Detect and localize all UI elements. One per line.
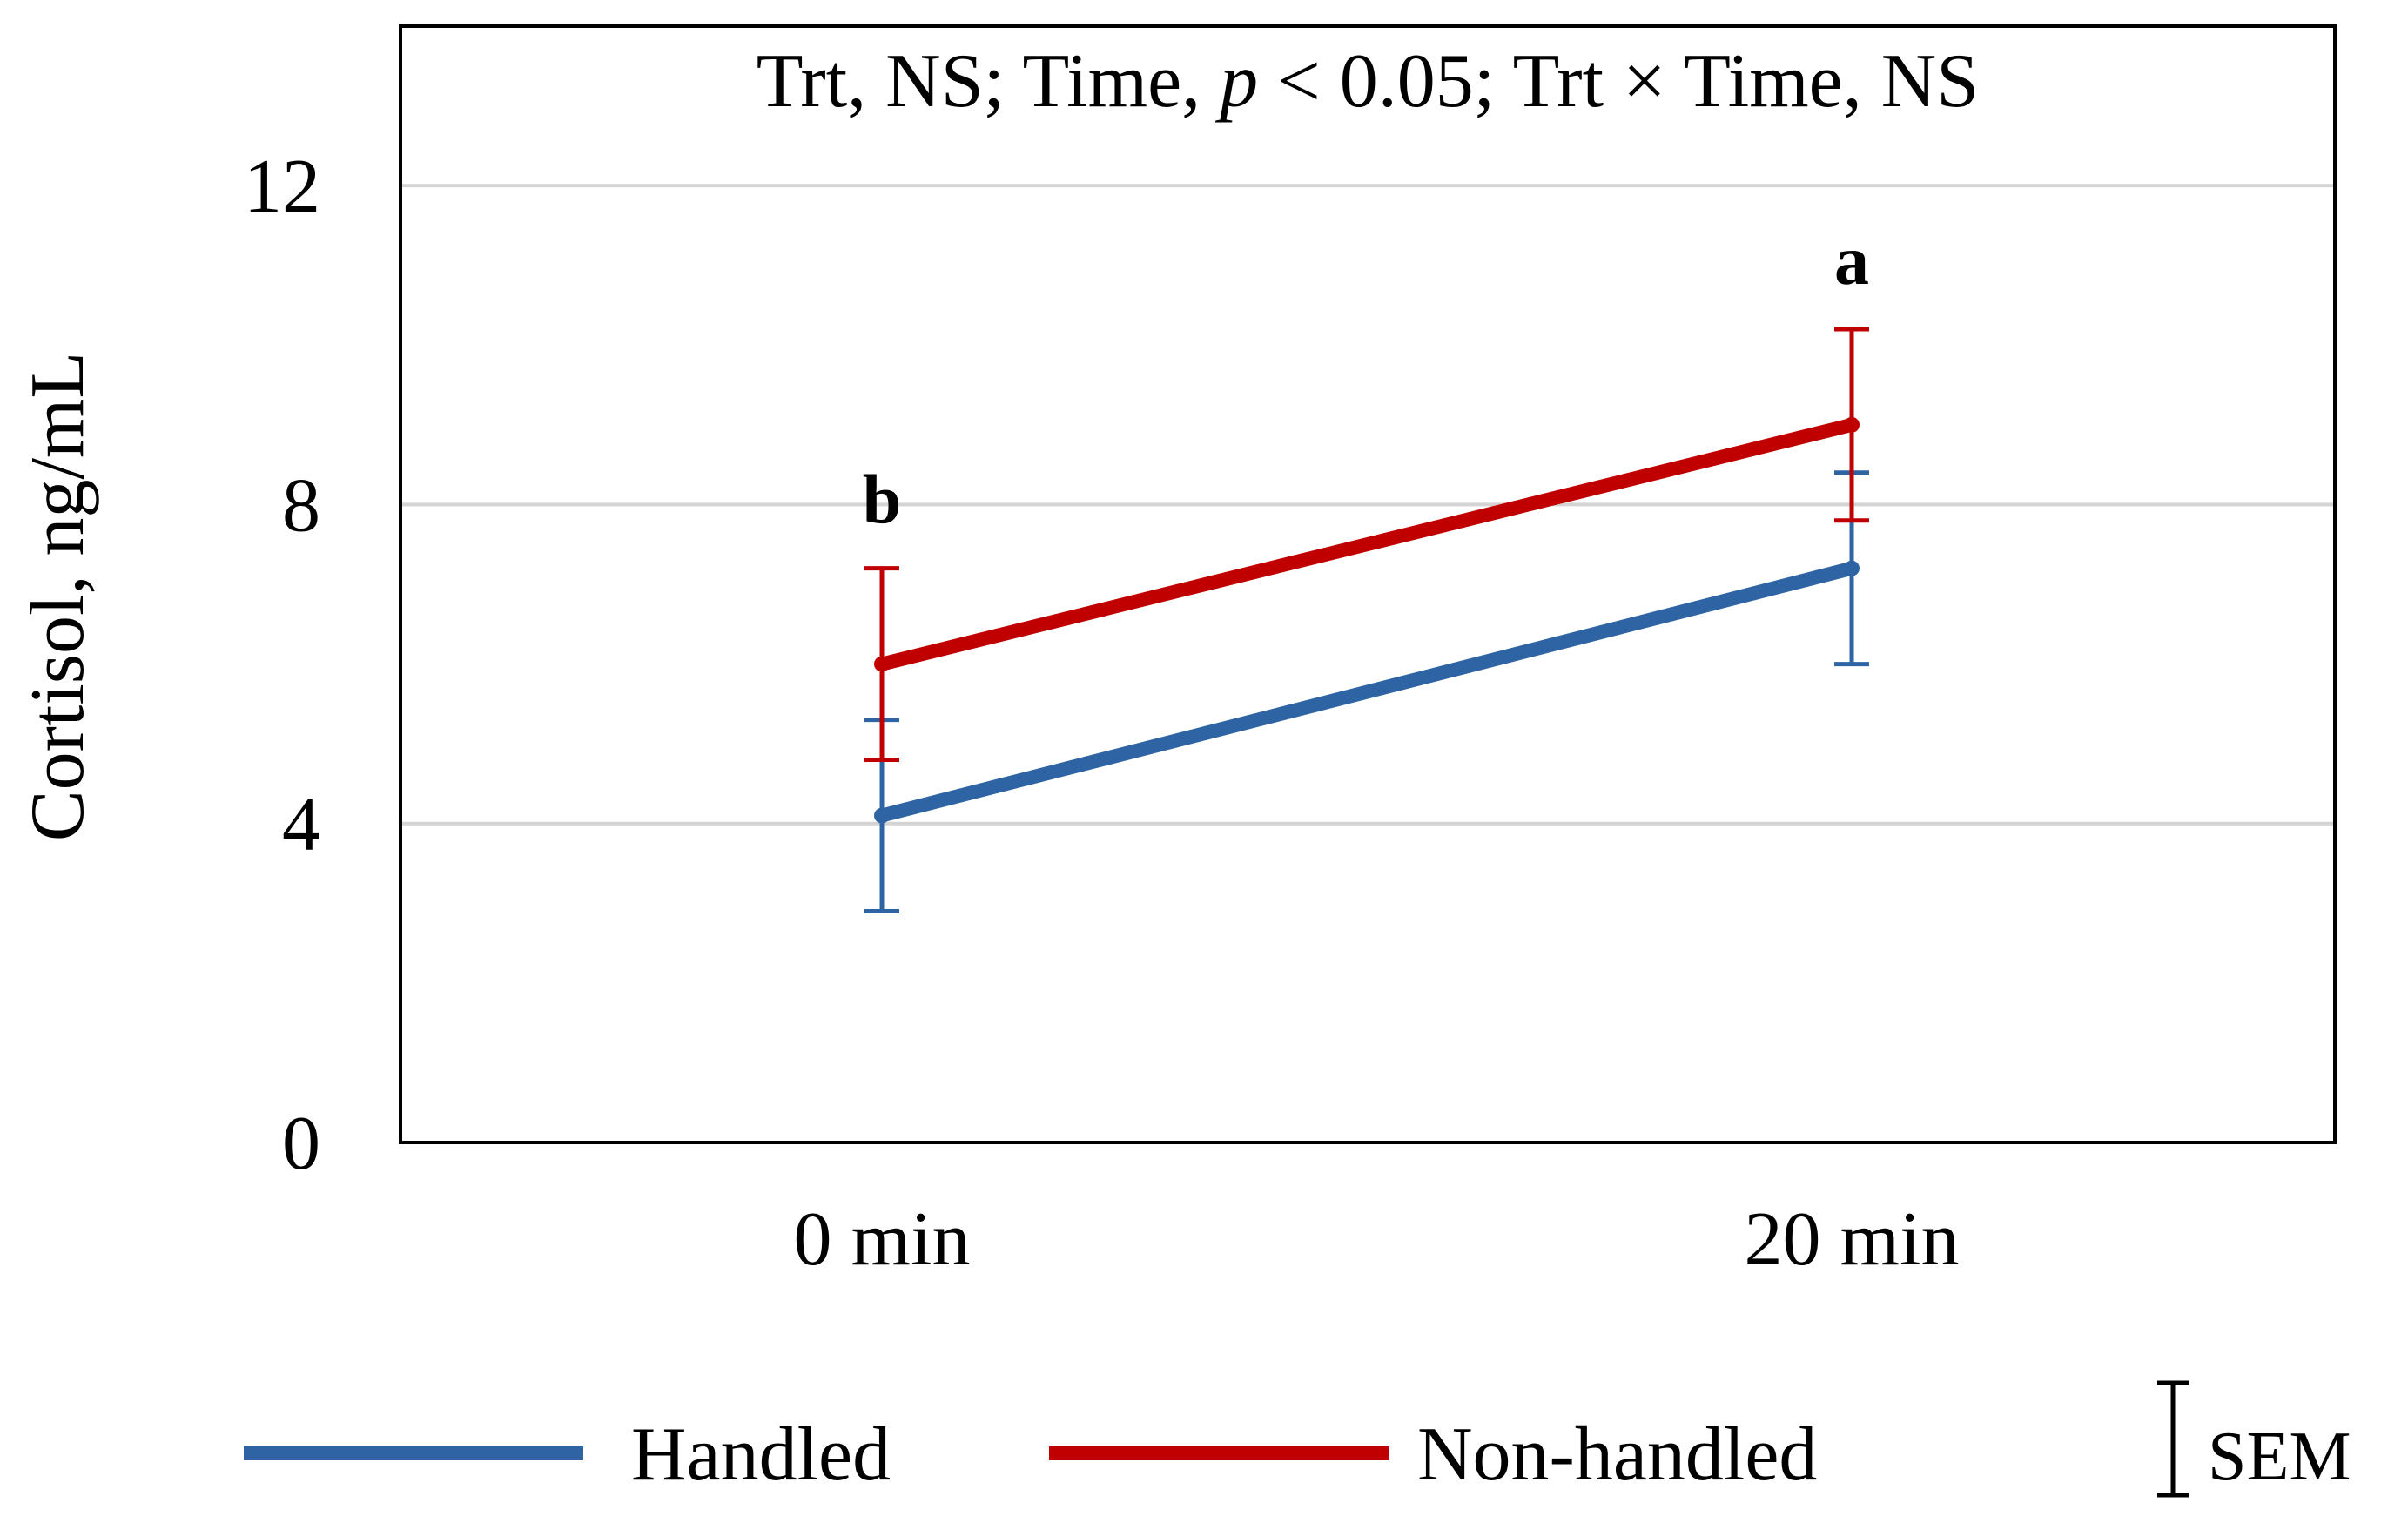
- series-line: [875, 417, 1859, 671]
- y-tick-label: 12: [244, 145, 320, 229]
- data-point: [1844, 416, 1860, 433]
- significance-letter: b: [863, 462, 902, 539]
- x-tick-label: 0 min: [794, 1197, 971, 1282]
- legend-label: Handled: [631, 1412, 891, 1497]
- plot-frame: [399, 24, 2337, 1144]
- legend-sem-label: SEM: [2208, 1419, 2351, 1495]
- series-group: [864, 327, 1869, 913]
- significance-letter: a: [1834, 223, 1869, 300]
- x-tick-label: 20 min: [1745, 1197, 1960, 1282]
- data-point: [874, 807, 890, 824]
- data-point: [874, 656, 890, 672]
- y-axis-label: Cortisol, ng/mL: [16, 352, 100, 841]
- legend: Handled Non-handled SEM: [244, 1380, 2351, 1498]
- chart-title: Trt, NS; Time, p < 0.05; Trt × Time, NS: [757, 39, 1979, 124]
- y-axis-ticks: 0 4 8 12: [244, 145, 320, 1186]
- series-line: [875, 561, 1859, 823]
- y-tick-label: 8: [282, 463, 320, 548]
- significance-annotations: ba: [863, 223, 1869, 539]
- series-non-handled: [864, 327, 1869, 762]
- legend-label: Non-handled: [1417, 1412, 1817, 1497]
- gridlines: [400, 184, 2335, 826]
- data-point: [1844, 560, 1860, 576]
- y-tick-label: 4: [282, 783, 320, 867]
- x-axis-ticks: 0 min 20 min: [794, 1197, 1960, 1282]
- y-tick-label: 0: [282, 1102, 320, 1186]
